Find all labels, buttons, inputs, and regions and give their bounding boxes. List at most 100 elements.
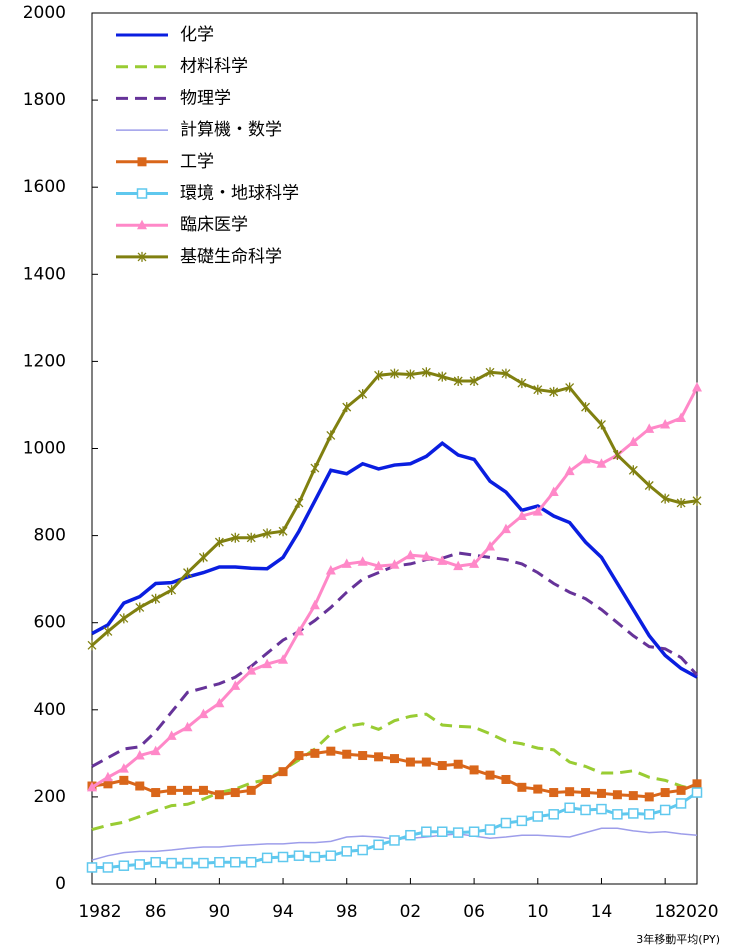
point-marker [628,465,638,476]
point-marker [342,402,352,413]
x-tick-label: 06 [463,902,485,922]
point-marker [452,827,464,838]
point-marker [580,804,591,816]
point-marker [405,757,415,767]
point-marker [485,770,495,780]
point-marker [357,844,368,856]
legend-label: 計算機・数学 [180,120,282,140]
point-marker [151,788,161,798]
plot-frame [91,12,698,885]
legend-label: 物理学 [180,88,231,108]
point-marker [294,497,304,508]
point-marker [246,665,257,675]
point-marker [246,785,256,795]
point-marker [373,560,384,571]
point-marker [565,787,575,797]
x-tick-label: 86 [145,902,167,922]
legend-label: 材料科学 [180,57,248,77]
x-tick-label: 2020 [675,902,718,922]
point-marker [230,532,240,543]
point-marker [278,767,288,777]
point-marker [485,367,495,378]
point-marker [390,754,399,764]
point-marker [660,788,670,798]
point-marker [166,857,177,869]
point-marker [135,602,145,613]
point-marker [390,368,399,379]
point-marker [214,856,225,868]
point-marker [596,788,606,798]
legend-label: 化学 [180,25,214,45]
point-marker [230,680,241,690]
point-marker [517,782,527,792]
point-marker [533,784,543,794]
point-marker [597,419,606,430]
point-marker [548,809,559,820]
point-marker [374,370,384,381]
point-marker [564,802,575,814]
point-marker [102,771,113,782]
point-marker [373,839,384,851]
point-marker [374,752,384,762]
point-marker [310,748,320,758]
point-marker [644,792,654,802]
point-marker [262,774,272,784]
point-marker [691,787,703,798]
point-marker [278,654,289,664]
point-marker [516,510,527,521]
point-marker [198,857,209,869]
y-tick-label: 1000 [23,439,66,459]
point-marker [676,412,687,423]
point-marker [612,450,622,461]
point-marker [500,817,512,829]
point-marker [517,378,527,389]
point-marker [580,453,591,464]
point-marker [437,761,447,771]
point-marker [612,809,623,820]
point-marker [453,759,463,769]
y-tick-label: 400 [34,700,66,720]
legend-label: 工学 [180,152,214,172]
x-tick-label: 1982 [78,902,121,922]
point-marker [118,860,130,871]
point-marker [581,402,591,413]
point-marker [134,859,146,870]
point-marker [310,463,320,474]
point-marker [135,781,145,791]
point-marker [167,785,177,795]
point-marker [183,567,192,578]
point-marker [437,826,448,837]
point-marker [676,785,686,795]
point-marker [484,824,496,835]
point-marker [628,791,638,801]
point-marker [468,826,480,837]
point-marker [341,558,352,568]
point-marker [660,419,671,429]
point-marker [134,750,145,760]
point-marker [660,493,670,504]
point-marker [294,751,304,761]
legend-marker [137,251,147,262]
point-marker [628,808,639,819]
point-marker [469,558,480,568]
point-marker [389,559,400,569]
point-marker [405,549,416,560]
point-marker [501,774,511,784]
point-marker [500,523,511,534]
point-marker [692,495,702,506]
point-marker [501,368,511,379]
point-marker [358,751,368,761]
y-tick-label: 1200 [23,351,66,371]
point-marker [214,697,225,708]
point-marker [167,585,177,596]
point-marker [421,826,432,837]
point-marker [532,506,543,516]
series-line [92,791,698,869]
legend-marker [137,219,147,230]
point-marker [341,846,352,857]
legend-marker [136,188,148,199]
point-marker [246,532,256,543]
point-marker [326,430,336,441]
series-line [91,386,699,789]
y-tick-label: 0 [55,874,66,894]
